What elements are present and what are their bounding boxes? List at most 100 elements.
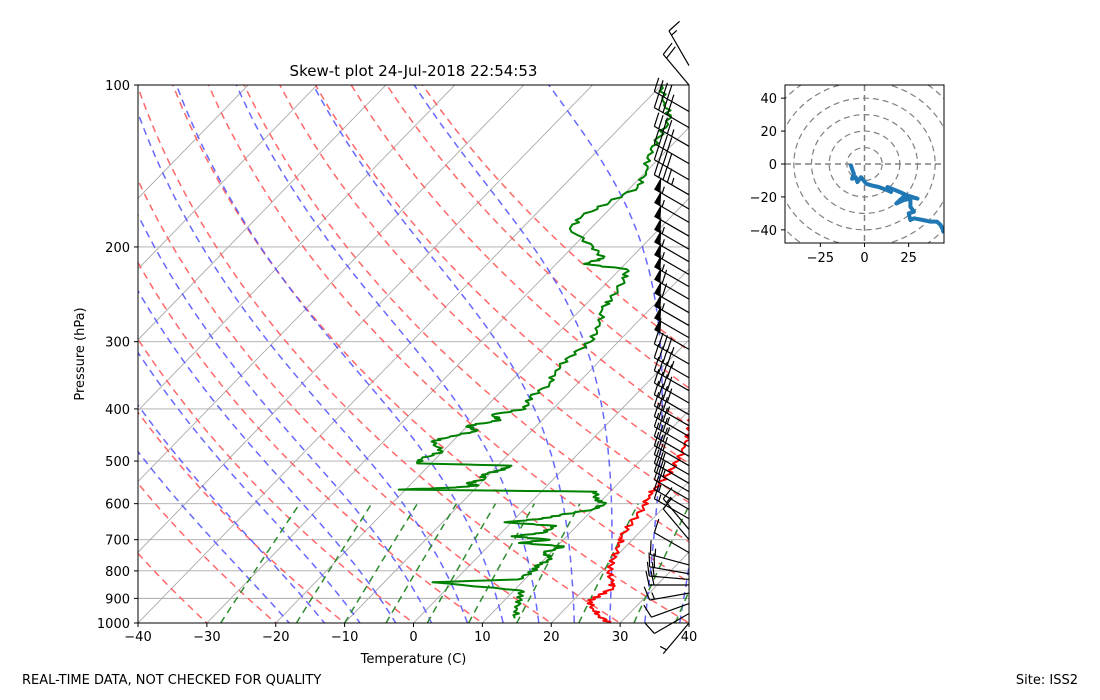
wind-barb-staff: [649, 566, 690, 575]
wind-barb: [645, 570, 689, 586]
moist-adiabat-line: [547, 85, 663, 623]
wind-barb-full: [662, 436, 668, 451]
wind-barb-full: [658, 148, 664, 163]
wind-barb: [644, 612, 690, 634]
dry-adiabat-line: [279, 85, 689, 504]
wind-barb-full: [653, 518, 660, 533]
wind-barb-full: [662, 417, 668, 432]
wind-barb: [668, 20, 690, 66]
site-label: Site: ISS2: [1015, 673, 1078, 688]
hodograph-area: [785, 85, 944, 243]
mixing-ratio-line: [343, 503, 419, 623]
wind-barb-staff: [654, 107, 690, 129]
wind-barb-staff: [651, 602, 690, 618]
temperature-profile: [586, 411, 689, 623]
wind-barb-staff: [654, 488, 690, 510]
wind-barb-full: [662, 407, 668, 422]
wind-barb-staff: [654, 394, 690, 416]
moist-adiabat-line: [138, 213, 433, 623]
wind-barb-half: [651, 592, 656, 600]
wind-barb-full: [649, 540, 652, 555]
wind-barb-half: [661, 239, 665, 247]
wind-barb: [646, 561, 690, 581]
x-tick-label: −40: [124, 630, 151, 645]
wind-barb-staff: [654, 462, 690, 484]
isotherm-line: [619, 551, 689, 623]
isotherm-line: [138, 85, 456, 412]
wind-barb-full: [651, 562, 655, 577]
mixing-ratio-line: [467, 503, 536, 623]
moist-adiabat-line: [138, 289, 397, 623]
wind-barb-full: [653, 380, 660, 395]
moist-adiabat-line: [678, 562, 689, 623]
isotherm-line: [138, 85, 318, 270]
moist-adiabat-line: [138, 403, 326, 623]
wind-barb: [654, 242, 690, 275]
x-tick-label: −20: [262, 630, 289, 645]
wind-barb-half: [662, 461, 666, 469]
wind-barb-full: [666, 388, 673, 403]
wind-barb-full: [662, 117, 668, 132]
dry-adiabat-line: [207, 85, 689, 583]
hodograph-x-tick-label: 25: [900, 251, 917, 266]
wind-barb-full: [662, 82, 668, 97]
dewpoint-profile: [397, 85, 672, 619]
x-tick-label: −30: [193, 630, 220, 645]
hodograph-trace: [848, 163, 944, 234]
y-tick-label: 100: [105, 79, 130, 94]
wind-barb-half: [671, 177, 675, 186]
x-tick-label: 40: [681, 630, 698, 645]
wind-barb-flag: [654, 280, 662, 297]
wind-barb-full: [653, 484, 660, 499]
wind-barb-staff: [654, 479, 690, 501]
wind-barb-staff: [654, 382, 690, 404]
wind-barb: [662, 42, 690, 86]
wind-barb-half: [671, 360, 675, 368]
moist-adiabat-line: [413, 85, 613, 623]
wind-barb: [653, 145, 690, 181]
wind-barb: [653, 112, 690, 147]
chart-title: Skew-t plot 24-Jul-2018 22:54:53: [290, 62, 538, 80]
wind-barb: [654, 204, 690, 237]
wind-barb-staff: [668, 30, 690, 66]
wind-barb: [653, 391, 690, 427]
wind-barb-full: [658, 371, 664, 386]
mixing-ratio-line: [674, 589, 689, 623]
wind-barb-full: [658, 132, 664, 147]
wind-barb-full: [661, 269, 668, 284]
wind-barb-staff: [654, 435, 690, 457]
wind-barb-full: [653, 369, 660, 384]
wind-barb: [653, 484, 690, 520]
mixing-ratio-line: [385, 503, 458, 623]
wind-barb: [654, 176, 690, 210]
dry-adiabat-line: [243, 85, 689, 543]
wind-barb-full: [658, 394, 664, 409]
wind-barb-half: [671, 94, 675, 102]
wind-barb-full: [666, 46, 676, 59]
wind-barb-staff: [654, 405, 690, 427]
wind-barb: [653, 402, 690, 437]
wind-barb-full: [644, 622, 655, 634]
wind-barb-staff: [662, 622, 690, 655]
hodograph-y-tick-label: 40: [760, 92, 777, 107]
wind-barb-staff: [662, 498, 690, 530]
wind-barb-full: [658, 114, 664, 129]
wind-barb-full: [666, 376, 673, 391]
wind-barb-flag: [654, 305, 662, 322]
isotherm-line: [747, 73, 1100, 634]
wind-barb-full: [666, 137, 673, 152]
wind-barb-staff: [649, 575, 690, 581]
wind-barb-half: [658, 484, 662, 493]
wind-barb-full: [662, 374, 668, 389]
dry-adiabat-line: [314, 85, 689, 465]
wind-barb: [653, 369, 690, 404]
moist-adiabat-line: [175, 85, 504, 623]
wind-barb-full: [643, 604, 652, 618]
wind-barb-full: [658, 415, 664, 430]
dry-adiabat-line: [138, 261, 484, 623]
wind-barb-full: [653, 77, 660, 92]
wind-barb-flag: [654, 204, 662, 220]
x-tick-label: 10: [474, 630, 491, 645]
wind-barb-full: [653, 112, 660, 127]
dry-adiabat-line: [138, 178, 553, 623]
